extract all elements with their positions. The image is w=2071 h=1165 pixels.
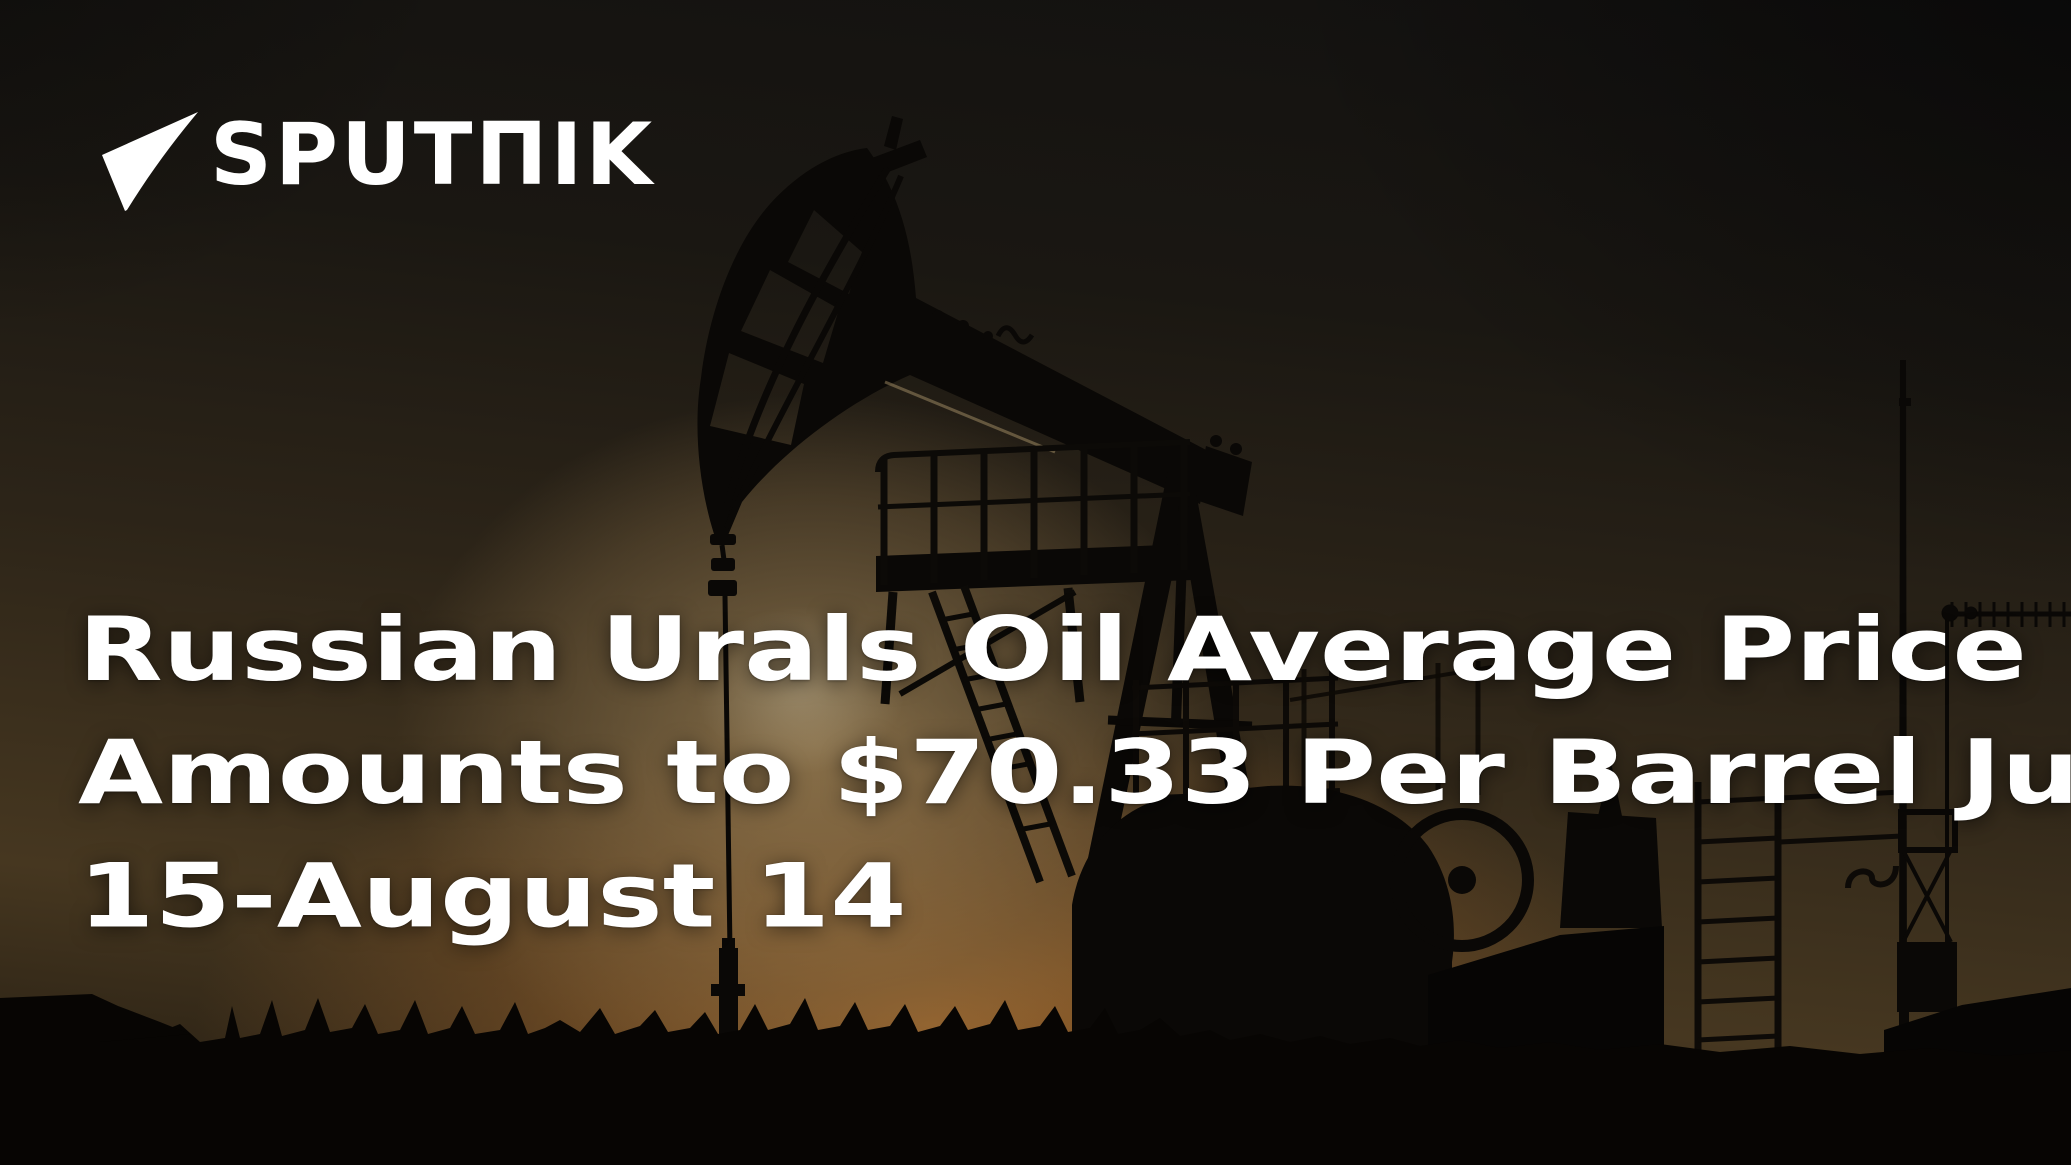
bridle-cables-icon: [717, 166, 904, 533]
walking-beam-icon: [1196, 446, 1252, 516]
frame-ladder-icon: [1694, 778, 1903, 1052]
headline-line-1: Russian Urals Oil Average Price: [78, 598, 2028, 701]
scaffold-poles-icon: [1289, 661, 1493, 802]
horsehead-bracket-icon: [872, 116, 927, 176]
pumpjack-horsehead-icon: [697, 148, 1210, 540]
service-platform-icon: [875, 439, 1192, 705]
headline-line-3: 15-August 14: [78, 844, 907, 948]
equipment-panel-icon: [1560, 762, 1662, 928]
headline-line-2: Amounts to $70.33 Per Barrel July: [78, 721, 2071, 824]
treeline-icon: [0, 998, 2071, 1165]
ladder-icon: [928, 584, 1076, 884]
brand-wordmark: SPUTΠIK: [210, 105, 656, 205]
headline: Russian Urals Oil Average Price Amounts …: [78, 588, 2071, 958]
sputnik-logo-icon: [102, 112, 198, 211]
yagi-antenna-icon: [1941, 602, 2071, 988]
